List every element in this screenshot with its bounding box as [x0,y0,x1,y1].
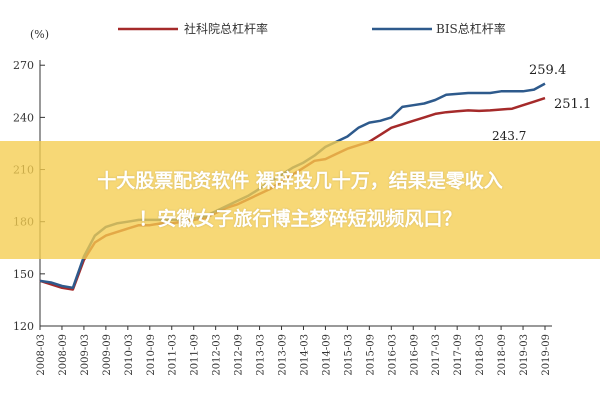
x-tick-label: 2016-03 [387,334,398,376]
x-tick-label: 2009-03 [80,334,91,376]
y-tick-label: 270 [13,59,34,72]
x-tick-label: 2019-09 [541,334,552,376]
x-tick-label: 2014-09 [321,334,332,376]
x-tick-label: 2011-03 [168,334,179,376]
headline-line-1: 十大股票配资软件 裸辞投几十万，结果是零收入 [97,170,503,192]
x-tick-label: 2017-03 [431,334,442,376]
x-tick-label: 2013-09 [278,334,289,376]
x-tick-label: 2014-03 [299,334,310,376]
x-tick-label: 2010-03 [124,334,135,376]
x-tick-label: 2008-03 [36,334,47,376]
x-tick-label: 2011-09 [190,334,201,376]
x-ticks: 2008-03 2008-09 2009-03 2009-09 2010-03 2010-… [36,326,552,376]
y-tick-label: 240 [13,111,34,124]
y-tick-label: 150 [13,268,34,281]
x-tick-label: 2016-09 [409,334,420,376]
x-tick-label: 2012-09 [234,334,245,376]
headline-overlay[interactable]: 十大股票配资软件 裸辞投几十万，结果是零收入 ！安徽女子旅行博主梦碎短视频风口？ [0,141,600,259]
headline-line-2: ！安徽女子旅行博主梦碎短视频风口？ [138,208,462,230]
x-tick-label: 2009-09 [102,334,113,376]
x-tick-label: 2018-09 [497,334,508,376]
x-tick-label: 2018-03 [475,334,486,376]
x-tick-label: 2015-03 [343,334,354,376]
x-tick-label: 2010-09 [146,334,157,376]
annotation-cass-2018: 243.7 [492,129,526,143]
x-tick-label: 2013-03 [256,334,267,376]
x-tick-label: 2017-09 [453,334,464,376]
x-tick-label: 2008-09 [58,334,69,376]
annotation-cass-last: 251.1 [554,97,591,112]
x-tick-label: 2012-03 [212,334,223,376]
y-axis-unit-label: (%) [30,28,49,41]
x-tick-label: 2019-03 [519,334,530,376]
legend-label-series-2: BIS总杠杆率 [436,21,506,36]
legend: 社科院总杠杆率 BIS总杠杆率 [118,21,506,36]
annotation-bis-last: 259.4 [529,63,566,78]
legend-label-series-1: 社科院总杠杆率 [184,21,268,36]
x-tick-label: 2015-09 [365,334,376,376]
y-tick-label: 120 [13,320,34,333]
